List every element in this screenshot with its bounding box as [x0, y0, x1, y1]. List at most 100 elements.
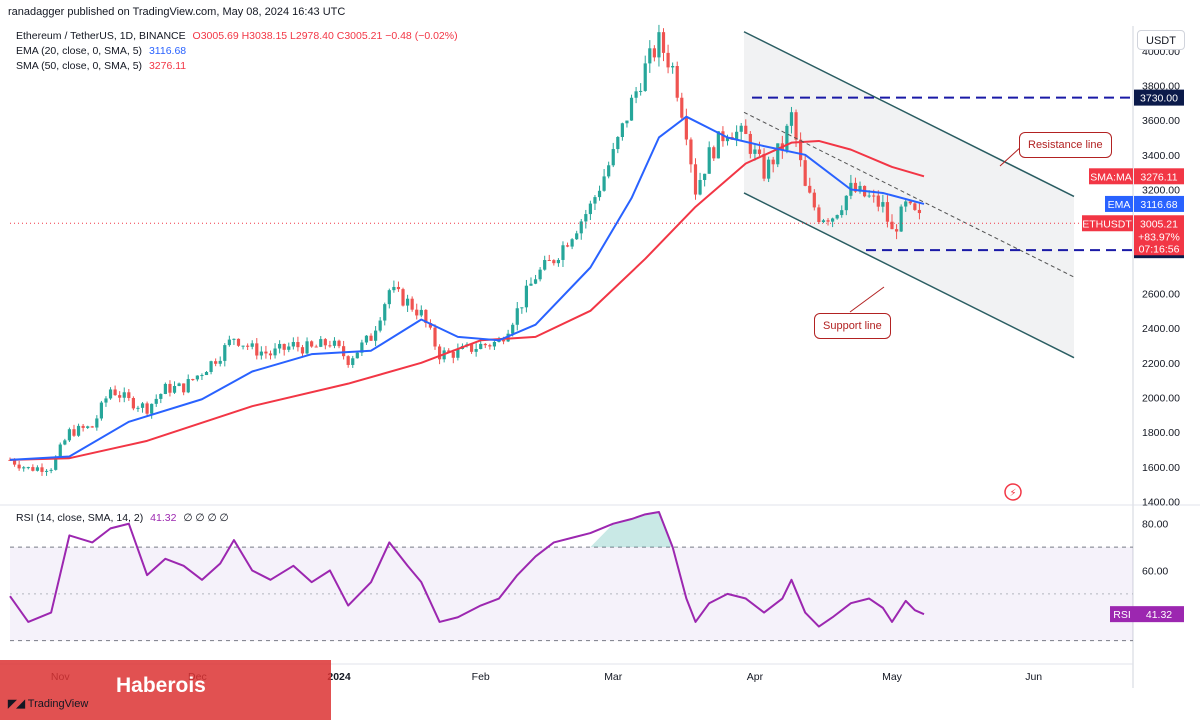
- rsi-legend[interactable]: RSI (14, close, SMA, 14, 2) 41.32 ∅ ∅ ∅ …: [16, 512, 229, 524]
- candle-body: [223, 345, 227, 361]
- candle-body: [227, 339, 231, 346]
- candle-body: [136, 407, 140, 409]
- candle-body: [264, 351, 268, 354]
- candle-body: [607, 165, 611, 177]
- candle-body: [762, 153, 766, 179]
- rsi-legend-label: RSI (14, close, SMA, 14, 2): [16, 512, 144, 524]
- ema-legend-value: 3116.68: [148, 45, 187, 57]
- candle-body: [81, 425, 85, 428]
- last-tag-label-bg: [1082, 215, 1133, 232]
- candle-body: [799, 139, 803, 161]
- candle-body: [191, 379, 195, 381]
- lightning-icon: [1004, 483, 1022, 501]
- candle-body: [556, 259, 560, 264]
- candle-body: [703, 173, 707, 180]
- candle-body: [58, 444, 62, 457]
- candle-body: [182, 383, 186, 393]
- tradingview-logo[interactable]: ◤◢ TradingView: [8, 697, 88, 710]
- tradingview-logo-text: TradingView: [27, 698, 89, 710]
- candle-body: [150, 403, 154, 414]
- candle-body: [872, 195, 876, 197]
- candle-body: [300, 347, 305, 354]
- candle-body: [90, 426, 94, 428]
- candle-body: [575, 233, 579, 240]
- candle-body: [332, 340, 337, 346]
- candle-body: [374, 330, 378, 341]
- candle-body: [479, 343, 483, 350]
- candle-body: [145, 403, 149, 414]
- candle-body: [140, 403, 145, 408]
- candle-body: [812, 192, 816, 208]
- price-tick-8: 2000.00: [1142, 393, 1180, 405]
- candle-body: [501, 339, 506, 342]
- candle-body: [483, 343, 487, 346]
- candle-body: [232, 338, 236, 340]
- candle-body: [899, 206, 903, 232]
- candle-body: [364, 335, 369, 343]
- candle-body: [76, 425, 81, 436]
- candle-body: [255, 343, 259, 356]
- candle-body: [885, 202, 890, 222]
- candle-body: [131, 398, 135, 409]
- candle-body: [246, 345, 250, 347]
- candle-body: [44, 470, 49, 472]
- candle-body: [35, 467, 40, 471]
- candle-body: [186, 379, 190, 393]
- candle-body: [163, 383, 167, 394]
- last-tag-label: ETHUSDT: [1082, 218, 1132, 230]
- candle-body: [40, 467, 44, 472]
- candle-body: [858, 185, 862, 192]
- candle-body: [346, 356, 350, 365]
- currency-selector[interactable]: USDT: [1137, 30, 1185, 50]
- candle-body: [296, 342, 300, 348]
- candle-body: [620, 123, 624, 138]
- candle-body: [648, 48, 652, 64]
- candle-body: [291, 342, 295, 347]
- candle-body: [26, 467, 30, 469]
- candle-body: [209, 361, 213, 372]
- rsi-tick-0: 80.00: [1142, 519, 1168, 531]
- candle-body: [328, 345, 332, 347]
- candle-body: [387, 290, 391, 305]
- candle-body: [602, 176, 606, 191]
- candle-body: [593, 197, 597, 204]
- ema-line: [9, 115, 925, 461]
- candle-body: [259, 351, 263, 356]
- ema-legend[interactable]: EMA (20, close, 0, SMA, 5) 3116.68: [16, 45, 186, 57]
- candle-body: [597, 190, 602, 198]
- rsi-tag-value: 41.32: [1146, 609, 1172, 621]
- rsi-tag-value-bg: [1134, 606, 1184, 623]
- candle-body: [214, 361, 218, 364]
- candle-body: [488, 345, 492, 347]
- candle-body: [49, 469, 53, 471]
- rsi-tag-label-bg: [1110, 606, 1134, 623]
- candle-body: [511, 324, 515, 334]
- candle-body: [351, 358, 355, 365]
- candle-body: [908, 201, 912, 204]
- candle-body: [744, 125, 748, 134]
- candle-body: [305, 341, 309, 354]
- sma-tag-value-bg: [1134, 168, 1184, 185]
- x-tick-6: May: [882, 671, 903, 683]
- candle-body: [287, 346, 291, 350]
- x-tick-7: Jun: [1025, 671, 1042, 683]
- last-tag-value-bg: [1134, 215, 1184, 256]
- candle-body: [108, 389, 113, 399]
- candle-body: [716, 131, 720, 159]
- x-tick-5: Apr: [747, 671, 764, 683]
- candle-body: [611, 149, 615, 166]
- sma-line: [9, 139, 925, 461]
- sma-legend[interactable]: SMA (50, close, 0, SMA, 5) 3276.11: [16, 60, 186, 72]
- candle-body: [725, 137, 730, 142]
- channel-upper-line: [743, 31, 1075, 198]
- candle-body: [31, 467, 35, 471]
- last-tag-value: 3005.21: [1140, 218, 1178, 230]
- candle-body: [319, 339, 323, 347]
- candle-body: [689, 139, 693, 165]
- candle-body: [378, 320, 382, 331]
- candle-body: [826, 220, 830, 222]
- candle-body: [643, 63, 647, 91]
- candle-body: [337, 340, 341, 347]
- candle-body: [652, 48, 656, 58]
